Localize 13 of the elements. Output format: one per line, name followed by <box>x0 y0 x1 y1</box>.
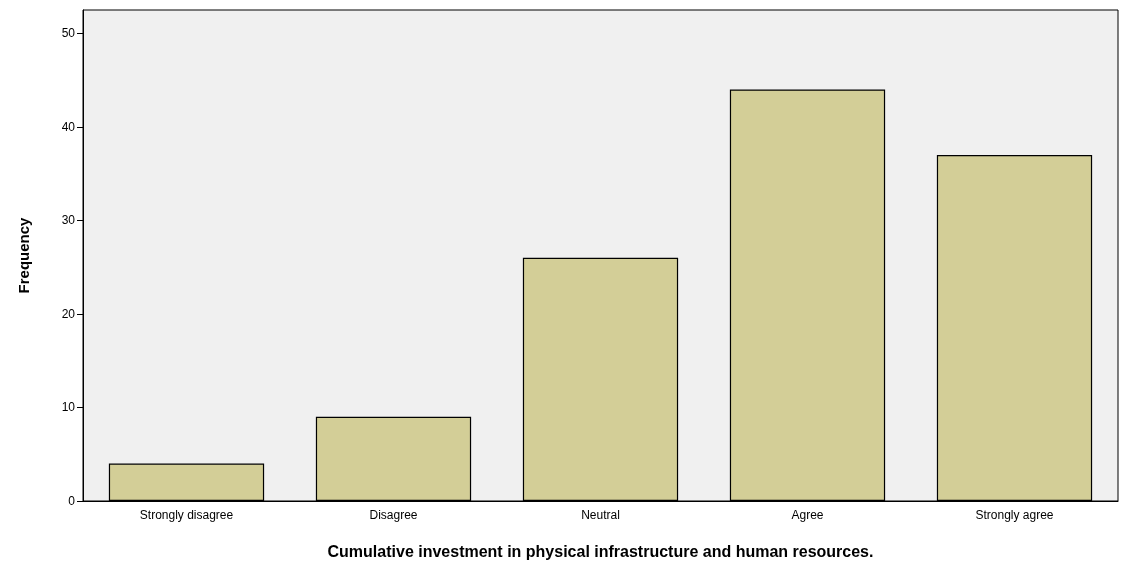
y-tick-label: 20 <box>61 306 76 321</box>
y-tick-label: 30 <box>61 213 76 228</box>
x-axis-title: Cumulative investment in physical infrastructure and human resources. <box>327 542 874 560</box>
y-tick-label: 40 <box>61 119 76 134</box>
x-tick-label: Agree <box>791 508 824 522</box>
x-tick-label: Strongly agree <box>975 508 1054 522</box>
y-tick-label: 10 <box>61 400 76 415</box>
x-tick-label: Neutral <box>581 508 620 522</box>
x-tick-label: Disagree <box>369 508 418 522</box>
y-axis-title: Frequency <box>15 216 32 294</box>
x-tick-label: Strongly disagree <box>139 508 234 522</box>
y-tick-label: 0 <box>68 494 76 508</box>
y-tick-label: 50 <box>61 26 76 41</box>
